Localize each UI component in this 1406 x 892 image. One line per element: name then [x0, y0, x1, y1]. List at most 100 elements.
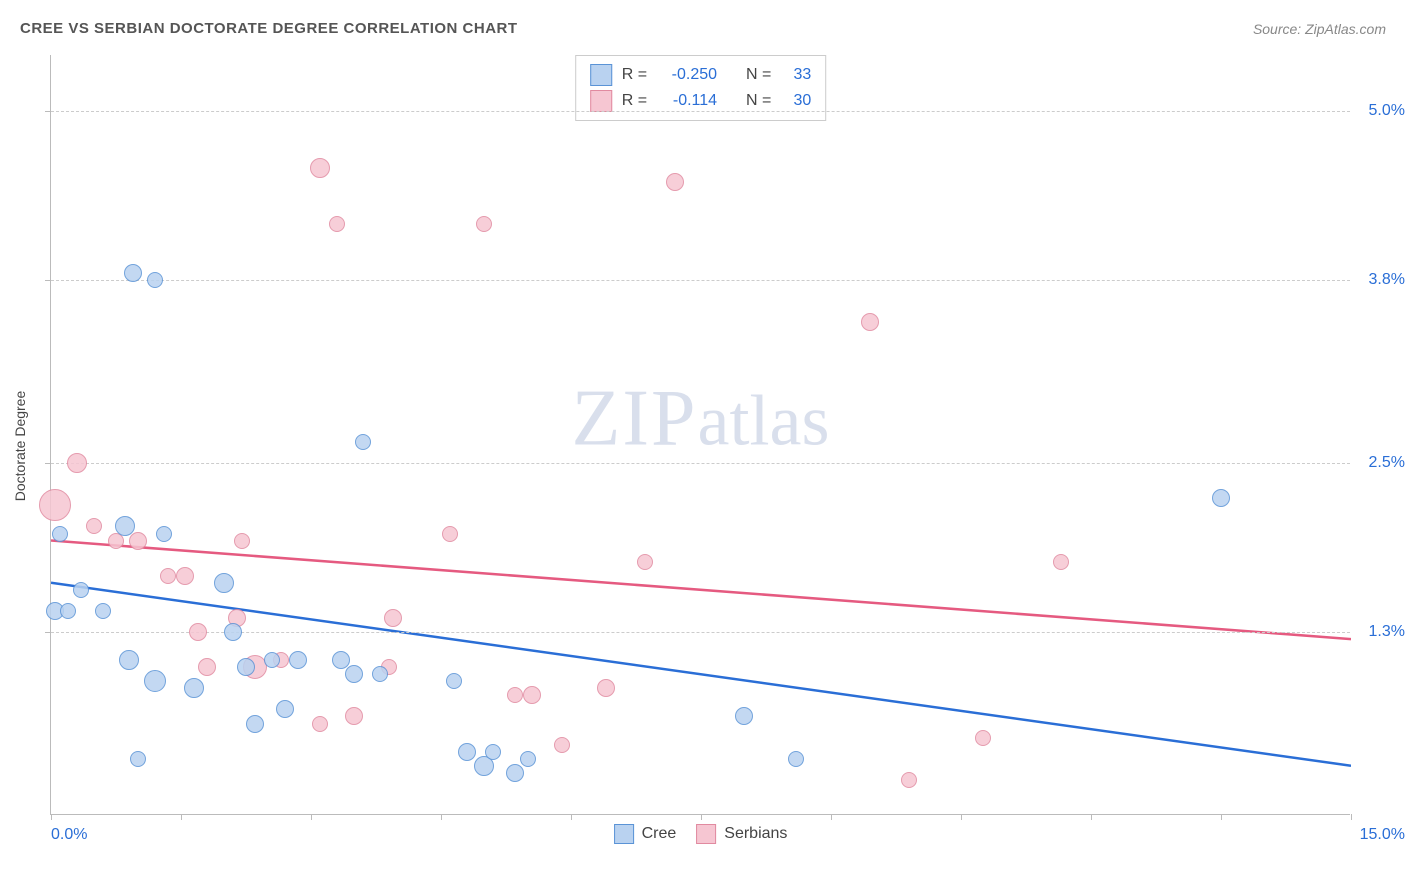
x-tick — [181, 814, 182, 820]
watermark: ZIPatlas — [572, 374, 830, 465]
cree-point — [147, 272, 163, 288]
cree-point — [214, 573, 234, 593]
serbians-point — [312, 716, 328, 732]
cree-point — [156, 526, 172, 542]
cree-point — [289, 651, 307, 669]
x-tick — [1091, 814, 1092, 820]
cree-point — [115, 516, 135, 536]
x-tick — [961, 814, 962, 820]
x-start-label: 0.0% — [51, 826, 87, 844]
serbians-point — [86, 518, 102, 534]
cree-point — [124, 264, 142, 282]
y-axis-label: Doctorate Degree — [12, 391, 28, 502]
n-value: 30 — [781, 92, 811, 110]
x-tick — [831, 814, 832, 820]
serbians-point — [160, 568, 176, 584]
gridline — [51, 111, 1350, 112]
chart-title: CREE VS SERBIAN DOCTORATE DEGREE CORRELA… — [20, 20, 518, 37]
cree-swatch — [590, 64, 612, 86]
serbians-swatch-icon — [696, 824, 716, 844]
n-value: 33 — [781, 66, 811, 84]
cree-point — [1212, 489, 1230, 507]
serbians-point — [975, 730, 991, 746]
r-value: -0.114 — [657, 92, 717, 110]
r-label: R = — [622, 66, 647, 84]
serbians-point — [523, 686, 541, 704]
gridline — [51, 280, 1350, 281]
serbians-point — [597, 679, 615, 697]
cree-point — [119, 650, 139, 670]
cree-point — [224, 623, 242, 641]
trend-lines — [51, 55, 1351, 815]
serbians-point — [189, 623, 207, 641]
y-tick-label: 1.3% — [1369, 623, 1405, 641]
cree-point — [788, 751, 804, 767]
serbians-point — [507, 687, 523, 703]
cree-point — [130, 751, 146, 767]
cree-point — [144, 670, 166, 692]
serbians-point — [310, 158, 330, 178]
cree-swatch-icon — [614, 824, 634, 844]
x-tick — [571, 814, 572, 820]
plot-area: ZIPatlas R =-0.250 N =33R =-0.114 N =30 … — [50, 55, 1350, 815]
cree-point — [60, 603, 76, 619]
serbians-swatch — [590, 90, 612, 112]
legend-label: Serbians — [724, 825, 787, 843]
legend-row-cree: R = -0.250 N = 33 — [590, 62, 812, 88]
cree-point — [95, 603, 111, 619]
serbians-point — [476, 216, 492, 232]
cree-point — [506, 764, 524, 782]
serbians-point — [39, 489, 71, 521]
x-tick — [1351, 814, 1352, 820]
serbians-point — [176, 567, 194, 585]
serbians-point — [554, 737, 570, 753]
cree-point — [246, 715, 264, 733]
serbians-point — [234, 533, 250, 549]
source-label: Source: ZipAtlas.com — [1253, 21, 1386, 37]
cree-point — [372, 666, 388, 682]
x-tick — [441, 814, 442, 820]
x-tick — [311, 814, 312, 820]
y-tick-label: 5.0% — [1369, 102, 1405, 120]
serbians-point — [1053, 554, 1069, 570]
cree-point — [276, 700, 294, 718]
cree-point — [345, 665, 363, 683]
y-tick-label: 3.8% — [1369, 271, 1405, 289]
cree-point — [73, 582, 89, 598]
serbians-point — [67, 453, 87, 473]
serbians-point — [345, 707, 363, 725]
legend-item-cree: Cree — [614, 824, 677, 844]
legend-label: Cree — [642, 825, 677, 843]
x-tick — [1221, 814, 1222, 820]
serbians-trend-line — [51, 541, 1351, 640]
legend-item-serbians: Serbians — [696, 824, 787, 844]
legend-row-serbians: R = -0.114 N = 30 — [590, 88, 812, 114]
serbians-point — [129, 532, 147, 550]
cree-point — [52, 526, 68, 542]
serbians-point — [666, 173, 684, 191]
serbians-point — [198, 658, 216, 676]
serbians-point — [384, 609, 402, 627]
series-legend: Cree Serbians — [614, 824, 788, 844]
serbians-point — [901, 772, 917, 788]
cree-point — [485, 744, 501, 760]
n-label: N = — [746, 66, 771, 84]
n-label: N = — [746, 92, 771, 110]
r-value: -0.250 — [657, 66, 717, 84]
cree-point — [264, 652, 280, 668]
x-tick — [701, 814, 702, 820]
serbians-point — [442, 526, 458, 542]
cree-point — [355, 434, 371, 450]
cree-point — [184, 678, 204, 698]
gridline — [51, 463, 1350, 464]
cree-point — [520, 751, 536, 767]
cree-point — [735, 707, 753, 725]
cree-point — [446, 673, 462, 689]
r-label: R = — [622, 92, 647, 110]
serbians-point — [329, 216, 345, 232]
cree-point — [237, 658, 255, 676]
x-end-label: 15.0% — [1360, 826, 1405, 844]
serbians-point — [861, 313, 879, 331]
cree-point — [458, 743, 476, 761]
serbians-point — [637, 554, 653, 570]
